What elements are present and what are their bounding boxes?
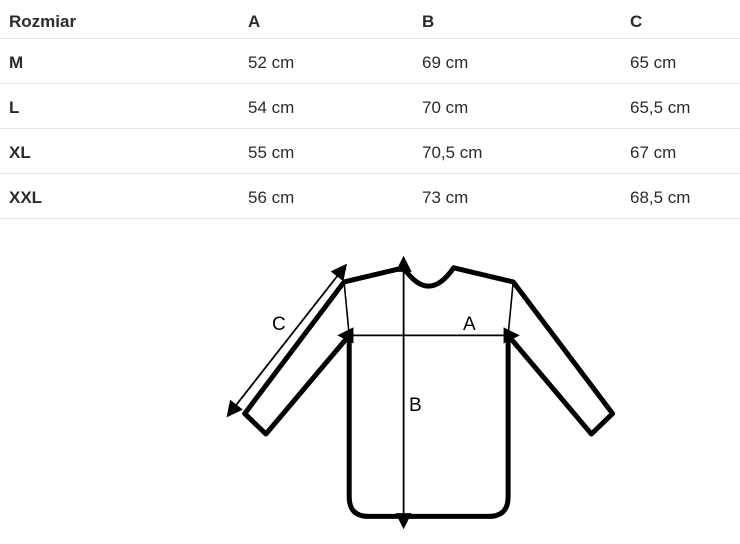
svg-text:B: B (409, 395, 422, 416)
svg-text:C: C (272, 314, 286, 335)
svg-text:A: A (463, 314, 476, 335)
